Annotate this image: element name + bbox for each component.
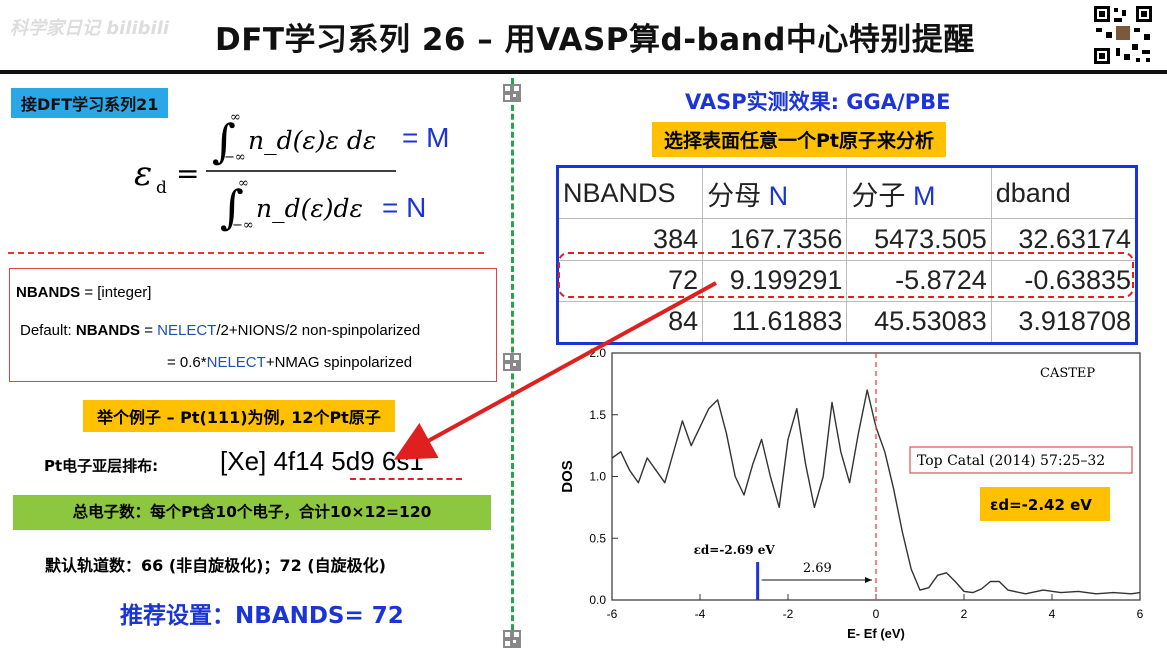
highlighted-row-outline (558, 252, 1134, 298)
numerator: n_d(ε)ε dε (248, 126, 376, 155)
table-cell: 11.61883 (702, 301, 848, 342)
default-orbitals: 默认轨道数：66 (非自旋极化)；72 (自旋极化) (45, 556, 386, 575)
pt-atom-tag: 选择表面任意一个Pt原子来分析 (652, 122, 947, 157)
formula-lhs: ε (134, 154, 152, 194)
denominator: n_d(ε)dε (256, 194, 363, 223)
x-tick-label: -2 (783, 607, 794, 621)
integral-sign: ∫ (212, 114, 236, 168)
column-header: dband (991, 168, 1135, 220)
vasp-result-heading: VASP实测效果: GGA/PBE (685, 90, 951, 114)
pt-config-label: Pt电子亚层排布: (44, 457, 159, 475)
table-cell: 9.199291 (702, 260, 848, 302)
lower-limit: −∞ (224, 150, 246, 165)
example-tag: 举个例子 – Pt(111)为例, 12个Pt原子 (83, 400, 395, 432)
table-row: 384 167.7356 5473.505 32.63174 (559, 218, 1135, 261)
table-cell: 45.53083 (846, 301, 992, 342)
formula-equals: = (176, 157, 199, 190)
table-row: 84 11.61883 45.53083 3.918708 (559, 301, 1135, 342)
ed-marker-label: εd=-2.69 eV (694, 543, 776, 557)
m-label: = M (402, 122, 449, 153)
header-bar (0, 0, 1167, 72)
channel-logo: 科学家日记 bilibili (10, 18, 170, 39)
n-label: = N (382, 192, 426, 223)
gap-arrow-head (865, 577, 872, 583)
qr-mark-icon (503, 84, 521, 102)
table-cell: 84 (559, 301, 704, 342)
x-axis-label: E- Ef (eV) (847, 626, 905, 641)
dos-chart: -6 -4 -2 0 2 4 6 0.0 0.5 1.0 1.5 2.0 E- Ef (eV) DOS… (559, 346, 1144, 641)
nbands-line-2: Default: NBANDS = NELECT/2+NIONS/2 non-s… (20, 322, 421, 339)
electron-count-tag: 总电子数：每个Pt含10个电子，合计10×12=120 (13, 495, 491, 530)
table-cell: -0.63835 (991, 260, 1135, 302)
qr-code-icon (1092, 4, 1154, 66)
section-separator (8, 252, 484, 254)
table-cell: -5.8724 (846, 260, 992, 302)
x-tick-label: -4 (695, 607, 706, 621)
y-axis-label: DOS (559, 460, 576, 493)
column-header: NBANDS (559, 168, 704, 220)
recommended-setting: 推荐设置：NBANDS= 72 (120, 603, 404, 629)
series-tag: 接DFT学习系列21 (11, 88, 169, 118)
qr-mark-icon (503, 630, 521, 648)
gap-label: 2.69 (803, 561, 832, 576)
table-cell: 3.918708 (1018, 306, 1131, 337)
x-tick-label: 4 (1049, 607, 1056, 621)
column-header: 分母 N (702, 168, 848, 220)
castep-label: CASTEP (1040, 366, 1095, 381)
y-tick-label: 1.0 (589, 470, 606, 484)
column-header: 分子 M (846, 168, 992, 220)
x-tick-label: 2 (961, 607, 968, 621)
result-table: NBANDS 分母 N 分子 M dband 384 167.7356 5473… (556, 165, 1138, 345)
y-tick-label: 0.0 (589, 593, 606, 607)
x-tick-label: 6 (1137, 607, 1144, 621)
citation-box (909, 446, 1133, 474)
table-header-row: NBANDS 分母 N 分子 M dband (559, 168, 1135, 220)
pt-config-value: [Xe] 4f14 5d9 6s1 (220, 446, 424, 476)
upper-limit: ∞ (238, 176, 249, 191)
ed-value-text: εd=-2.42 eV (990, 496, 1092, 514)
chart-markers (756, 353, 877, 600)
lower-limit: −∞ (232, 218, 254, 233)
upper-limit: ∞ (230, 110, 241, 125)
nbands-line-1: NBANDS = [integer] (16, 284, 152, 301)
d-band-center-formula: ε d = ∫ ∞ −∞ n_d(ε)ε dε = M ∫ ∞ −∞ n_d(ε… (134, 110, 449, 234)
y-tick-label: 2.0 (589, 346, 606, 360)
nbands-line-3: = 0.6*NELECT+NMAG spinpolarized (167, 354, 413, 371)
formula-lhs-sub: d (156, 178, 167, 198)
y-tick-label: 0.5 (589, 531, 606, 545)
x-tick-label: -6 (607, 607, 618, 621)
qr-mark-icon (503, 353, 521, 371)
integral-sign: ∫ (220, 180, 244, 234)
ed-value-box (980, 487, 1110, 521)
x-tick-label: 0 (873, 607, 880, 621)
citation-text: Top Catal (2014) 57:25–32 (917, 453, 1105, 469)
slide-title: DFT学习系列 26 – 用VASP算d-band中心特别提醒 (215, 22, 975, 58)
header-rule (0, 70, 1167, 74)
table-row: 72 9.199291 -5.8724 -0.63835 (559, 260, 1135, 302)
y-tick-label: 1.5 (589, 408, 606, 422)
nbands-definition-box: NBANDS = [integer] Default: NBANDS = NEL… (9, 268, 497, 382)
pt-config-underline (350, 478, 462, 480)
